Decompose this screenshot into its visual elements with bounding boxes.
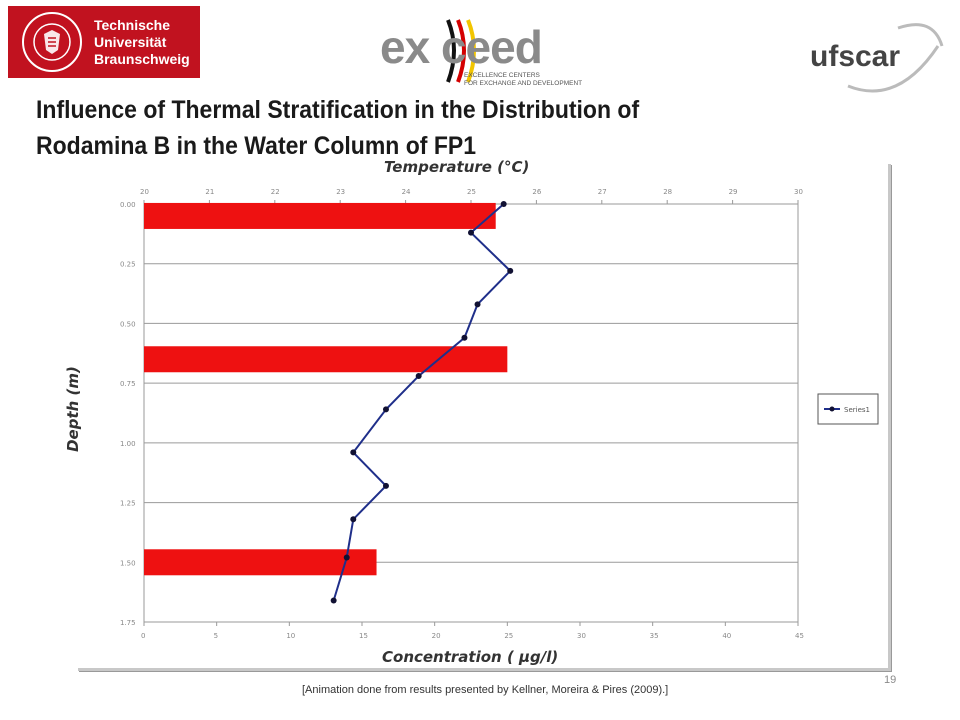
slide-title: Influence of Thermal Stratification in t… xyxy=(36,96,640,160)
legend-label: Series1 xyxy=(844,406,870,414)
bottom-tick-label: 25 xyxy=(504,632,513,640)
y-tick-label: 1.50 xyxy=(120,559,136,567)
temperature-point xyxy=(415,372,422,379)
top-tick-label: 23 xyxy=(336,188,345,196)
top-tick-label: 20 xyxy=(140,188,149,196)
y-tick-label: 1.75 xyxy=(120,619,136,627)
temperature-point xyxy=(507,267,514,274)
bottom-tick-label: 45 xyxy=(795,632,804,640)
bottom-tick-label: 5 xyxy=(214,632,218,640)
tu-line1: Technische xyxy=(94,16,170,33)
temperature-point xyxy=(474,301,481,308)
y-axis-title: Depth (m) xyxy=(64,366,82,452)
y-tick-label: 0.25 xyxy=(120,261,136,269)
temperature-point xyxy=(350,449,357,456)
bottom-tick-label: 0 xyxy=(141,632,145,640)
top-tick-label: 29 xyxy=(729,188,738,196)
bottom-tick-label: 15 xyxy=(359,632,368,640)
ufscar-logo: ufscar xyxy=(808,16,948,98)
exceed-sub-line2: FOR EXCHANGE AND DEVELOPMENT xyxy=(464,80,583,87)
exceed-logo: ex ceed EXCELLENCE CENTERS FOR EXCHANGE … xyxy=(360,12,590,92)
chart-frame: 0.00 0.25 0.50 0.75 1.00 1.25 1.50 1.75 20 21 22 23… xyxy=(78,164,891,671)
concentration-bar xyxy=(144,346,508,373)
bottom-tick-label: 30 xyxy=(577,632,586,640)
concentration-bar xyxy=(144,202,496,229)
page-number: 19 xyxy=(884,674,897,686)
temperature-point xyxy=(350,516,357,523)
temperature-point xyxy=(330,597,337,604)
exceed-sub-line1: EXCELLENCE CENTERS xyxy=(464,72,540,79)
bottom-tick-label: 20 xyxy=(432,632,441,640)
top-tick-label: 25 xyxy=(467,188,476,196)
tu-line3: Braunschweig xyxy=(94,50,190,67)
bottom-tick-label: 10 xyxy=(286,632,295,640)
concentration-bar xyxy=(144,549,377,576)
temperature-point xyxy=(461,334,468,341)
top-tick-label: 30 xyxy=(794,188,803,196)
y-tick-label: 0.75 xyxy=(120,380,136,388)
top-tick-label: 24 xyxy=(402,188,411,196)
tu-line2: Universität xyxy=(94,33,167,50)
temperature-line xyxy=(332,203,512,601)
top-axis-title: Temperature (°C) xyxy=(384,158,530,176)
tu-logo-text: Technische Universität Braunschweig xyxy=(94,17,190,68)
bottom-axis-title: Concentration ( μg/l) xyxy=(382,648,559,666)
exceed-wordmark: ex ceed xyxy=(380,21,543,73)
temperature-point xyxy=(382,482,389,489)
y-tick-label: 0.50 xyxy=(120,320,136,328)
top-tick-label: 26 xyxy=(532,188,541,196)
exceed-subtitle: EXCELLENCE CENTERS FOR EXCHANGE AND DEVE… xyxy=(464,72,604,88)
bottom-tick-label: 40 xyxy=(722,632,731,640)
y-tick-label: 1.00 xyxy=(120,440,136,448)
ufscar-swoosh-icon xyxy=(847,23,944,93)
bottom-tick-label: 35 xyxy=(650,632,659,640)
tu-seal-icon xyxy=(22,12,82,72)
top-tick-label: 21 xyxy=(205,188,214,196)
legend-marker xyxy=(829,406,835,412)
temperature-point xyxy=(468,229,474,236)
legend-box xyxy=(817,393,879,425)
temperature-point xyxy=(382,406,389,413)
temperature-point xyxy=(343,554,350,561)
y-tick-label: 1.25 xyxy=(120,500,136,508)
y-tick-label: 0.00 xyxy=(120,201,136,209)
citation: [Animation done from results presented b… xyxy=(302,684,669,696)
tu-braunschweig-logo: Technische Universität Braunschweig xyxy=(8,6,200,78)
top-tick-label: 27 xyxy=(598,188,607,196)
temperature-point xyxy=(500,201,507,207)
exceed-flag-stripes-icon xyxy=(446,19,476,83)
ufscar-wordmark: ufscar xyxy=(810,40,901,73)
top-tick-label: 28 xyxy=(663,188,672,196)
top-tick-label: 22 xyxy=(271,188,280,196)
depth-profile-chart: 0.00 0.25 0.50 0.75 1.00 1.25 1.50 1.75 20 21 22 23… xyxy=(120,188,879,640)
